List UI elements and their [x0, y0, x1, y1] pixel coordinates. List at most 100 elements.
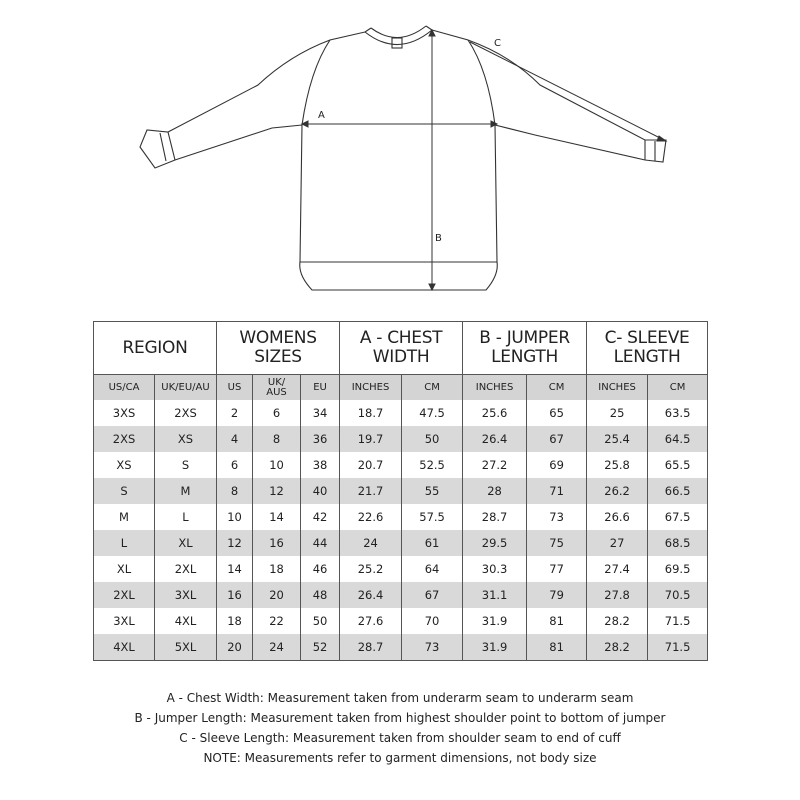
table-cell: S	[93, 478, 155, 504]
table-cell: 28.2	[586, 608, 649, 634]
table-cell: 2XL	[153, 556, 218, 582]
sweater-right-sleeve	[467, 39, 667, 163]
subheader-cell: CM	[526, 374, 588, 400]
table-cell: XS	[153, 426, 218, 452]
table-cell: 26.2	[586, 478, 649, 504]
subheader-cell: US	[216, 374, 254, 400]
table-cell: 8	[216, 478, 254, 504]
table-cell: 64.5	[647, 426, 709, 452]
table-cell: 22.6	[339, 504, 403, 530]
table-cell: 52	[300, 634, 341, 661]
table-cell: 25	[586, 400, 649, 426]
header-region: REGION	[92, 321, 218, 375]
table-cell: 27.4	[586, 556, 649, 582]
table-cell: 68.5	[647, 530, 709, 556]
table-cell: 70.5	[647, 582, 709, 608]
table-cell: 3XL	[153, 582, 218, 608]
note-garment: NOTE: Measurements refer to garment dime…	[203, 751, 597, 765]
table-cell: 52.5	[401, 452, 464, 478]
subheader-cell: INCHES	[339, 374, 403, 400]
label-c: C	[494, 38, 501, 49]
header-jumper-length: B - JUMPER LENGTH	[462, 321, 588, 375]
subheader-cell: UK/ AUS	[252, 374, 302, 400]
table-cell: 44	[300, 530, 341, 556]
table-cell: 64	[401, 556, 464, 582]
table-cell: 69	[526, 452, 588, 478]
table-cell: 22	[252, 608, 302, 634]
table-cell: 27.6	[339, 608, 403, 634]
table-cell: 31.1	[462, 582, 528, 608]
table-row: 3XL 4XL 18 22 50 27.6 70 31.9 81 28.2 71.5	[93, 608, 709, 634]
table-cell: 30.3	[462, 556, 528, 582]
table-cell: 3XL	[93, 608, 155, 634]
table-cell: 4XL	[153, 608, 218, 634]
table-cell: 66.5	[647, 478, 709, 504]
table-cell: 28.7	[462, 504, 528, 530]
table-row: 4XL 5XL 20 24 52 28.7 73 31.9 81 28.2 71.5	[93, 634, 709, 661]
table-cell: 71	[526, 478, 588, 504]
table-cell: 28	[462, 478, 528, 504]
table-cell: 5XL	[153, 634, 218, 661]
table-cell: 47.5	[401, 400, 464, 426]
table-cell: 25.6	[462, 400, 528, 426]
table-cell: 46	[300, 556, 341, 582]
table-cell: 2XL	[93, 582, 155, 608]
table-row: XL 2XL 14 18 46 25.2 64 30.3 77 27.4 69.5	[93, 556, 709, 582]
table-cell: 2XS	[93, 426, 155, 452]
sweater-diagram: A B C	[139, 25, 668, 292]
table-cell: S	[153, 452, 218, 478]
table-cell: 26.6	[586, 504, 649, 530]
table-cell: 18	[252, 556, 302, 582]
table-cell: 27	[586, 530, 649, 556]
table-cell: 73	[526, 504, 588, 530]
table-cell: 50	[401, 426, 464, 452]
table-cell: 4	[216, 426, 254, 452]
table-cell: 50	[300, 608, 341, 634]
table-cell: XL	[153, 530, 218, 556]
table-cell: 71.5	[647, 608, 709, 634]
subheader-cell: US/CA	[93, 374, 155, 400]
table-cell: 27.8	[586, 582, 649, 608]
table-cell: 81	[526, 608, 588, 634]
table-cell: 61	[401, 530, 464, 556]
label-b: B	[435, 233, 442, 244]
table-cell: 25.4	[586, 426, 649, 452]
table-cell: 24	[252, 634, 302, 661]
table-cell: 19.7	[339, 426, 403, 452]
label-a: A	[318, 110, 325, 121]
table-cell: 63.5	[647, 400, 709, 426]
table-cell: 31.9	[462, 608, 528, 634]
table-cell: 8	[252, 426, 302, 452]
subheader-cell: EU	[300, 374, 341, 400]
table-cell: 77	[526, 556, 588, 582]
table-cell: 25.2	[339, 556, 403, 582]
table-cell: 20.7	[339, 452, 403, 478]
sweater-hem	[299, 261, 498, 291]
table-cell: XS	[93, 452, 155, 478]
table-cell: 36	[300, 426, 341, 452]
table-cell: 40	[300, 478, 341, 504]
table-row: 2XL 3XL 16 20 48 26.4 67 31.1 79 27.8 70.5	[93, 582, 709, 608]
table-cell: 14	[216, 556, 254, 582]
table-cell: XL	[93, 556, 155, 582]
table-row: XS S 6 10 38 20.7 52.5 27.2 69 25.8 65.5	[93, 452, 709, 478]
table-row: 2XS XS 4 8 36 19.7 50 26.4 67 25.4 64.5	[93, 426, 709, 452]
table-cell: L	[93, 530, 155, 556]
table-cell: 2XS	[153, 400, 218, 426]
table-cell: 34	[300, 400, 341, 426]
table-row: S M 8 12 40 21.7 55 28 71 26.2 66.5	[93, 478, 709, 504]
sweater-left-sleeve	[139, 39, 331, 169]
table-cell: M	[93, 504, 155, 530]
table-cell: 81	[526, 634, 588, 661]
sweater-collar	[364, 25, 433, 45]
table-cell: 69.5	[647, 556, 709, 582]
table-cell: 20	[216, 634, 254, 661]
table-cell: 67	[526, 426, 588, 452]
table-cell: 79	[526, 582, 588, 608]
table-cell: 28.7	[339, 634, 403, 661]
table-cell: L	[153, 504, 218, 530]
table-cell: 12	[252, 478, 302, 504]
table-cell: 3XS	[93, 400, 155, 426]
header-chest-width: A - CHEST WIDTH	[339, 321, 464, 375]
table-cell: 38	[300, 452, 341, 478]
